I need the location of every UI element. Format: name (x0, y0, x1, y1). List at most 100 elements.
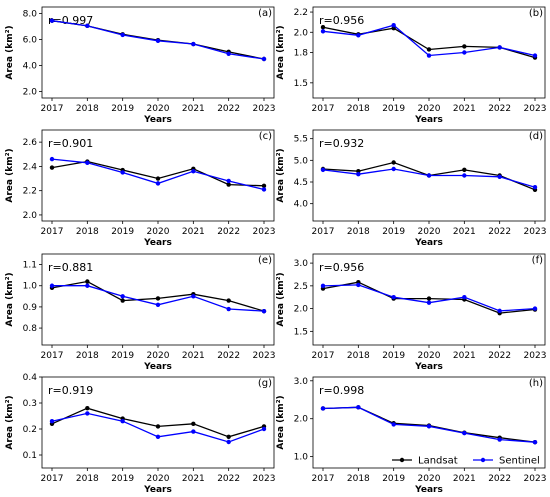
x-tick-label: 2021 (182, 351, 205, 361)
sentinel-point (391, 422, 396, 427)
x-tick-label: 2019 (382, 104, 405, 114)
x-axis-label: Years (414, 115, 443, 125)
sentinel-point (120, 419, 125, 424)
landsat-point (191, 421, 196, 426)
sentinel-series-line (322, 168, 536, 188)
landsat-point (226, 182, 231, 187)
sentinel-point (226, 178, 231, 184)
chart-panel-8: 2017 2018 2019 2020 2021 2022 2023 1.0 2.0 3.0 Yea… (276, 376, 547, 495)
x-axis-label: Years (414, 485, 443, 495)
y-axis-label: Area (km²) (276, 25, 286, 79)
y-tick-label: 2.0 (294, 305, 309, 315)
landsat-point (155, 176, 161, 181)
panel-label: (c) (259, 131, 272, 142)
x-tick-label: 2021 (182, 474, 205, 484)
x-tick-label: 2021 (453, 227, 476, 237)
sentinel-point (49, 419, 55, 424)
correlation-label: r=0.956 (319, 14, 364, 27)
x-tick-label: 2021 (453, 104, 476, 114)
y-tick-label: 2.5 (294, 282, 308, 292)
x-tick-label: 2017 (312, 227, 335, 237)
sentinel-point (261, 426, 267, 432)
x-tick-label: 2022 (217, 104, 240, 114)
x-tick-label: 2019 (382, 227, 405, 237)
sentinel-point (462, 173, 467, 178)
x-tick-label: 2018 (347, 351, 370, 361)
sentinel-point (532, 185, 538, 190)
y-tick-label: 1.8 (294, 49, 309, 59)
x-tick-label: 2020 (418, 227, 441, 237)
y-tick-label: 2.0 (23, 211, 38, 221)
landsat-point (320, 25, 326, 30)
x-tick-label: 2020 (147, 474, 170, 484)
sentinel-point (497, 308, 502, 314)
y-tick-label: 1.0 (23, 282, 38, 292)
sentinel-point (49, 283, 55, 288)
y-tick-label: 2.4 (23, 162, 38, 172)
y-tick-label: 2.0 (294, 415, 309, 425)
correlation-label: r=0.919 (48, 384, 93, 397)
panel-label: (f) (532, 255, 543, 266)
landsat-point (226, 298, 231, 303)
y-tick-label: 2.6 (23, 138, 38, 148)
x-tick-label: 2023 (524, 474, 547, 484)
y-tick-label: 1.5 (294, 327, 308, 337)
x-tick-label: 2018 (347, 474, 370, 484)
landsat-point (49, 165, 55, 170)
y-tick-label: 8.0 (23, 10, 38, 20)
x-tick-label: 2018 (76, 227, 99, 237)
landsat-point (391, 26, 396, 31)
landsat-point (155, 296, 161, 301)
y-axis-label: Area (km²) (276, 272, 286, 326)
landsat-series-line (51, 407, 265, 438)
sentinel-point (462, 295, 467, 300)
sentinel-point (120, 170, 125, 175)
x-tick-label: 2020 (418, 104, 441, 114)
landsat-point (462, 44, 467, 49)
panel-label: (b) (529, 8, 543, 19)
landsat-point (155, 424, 161, 429)
correlation-label: r=0.998 (319, 384, 364, 397)
x-tick-label: 2018 (76, 474, 99, 484)
sentinel-point (85, 411, 90, 416)
sentinel-point (191, 294, 196, 299)
x-tick-label: 2020 (147, 104, 170, 114)
x-tick-label: 2022 (217, 351, 240, 361)
sentinel-point (356, 282, 361, 288)
sentinel-point (85, 283, 90, 288)
sentinel-point (497, 45, 502, 50)
y-tick-label: 4.5 (294, 178, 308, 188)
y-axis-label: Area (km²) (5, 25, 15, 79)
y-tick-label: 3.0 (294, 377, 309, 387)
sentinel-point (155, 434, 161, 439)
sentinel-point (462, 50, 467, 55)
x-tick-label: 2018 (76, 351, 99, 361)
sentinel-point (49, 156, 55, 162)
x-tick-label: 2021 (182, 104, 205, 114)
sentinel-point (426, 173, 432, 178)
sentinel-point (320, 406, 326, 411)
y-tick-label: 0.8 (23, 324, 38, 334)
y-axis-label: Area (km²) (5, 272, 15, 326)
chart-panel-7: 2017 2018 2019 2020 2021 2022 2023 0.1 0.2 0.3 0.4… (5, 373, 275, 495)
x-tick-label: 2023 (524, 104, 547, 114)
chart-panel-3: 2017 2018 2019 2020 2021 2022 2023 2.0 2.2 2.4 2.6… (5, 129, 275, 248)
landsat-point (120, 298, 125, 303)
y-tick-label: 2.0 (294, 28, 309, 38)
sentinel-point (120, 294, 125, 299)
sentinel-point (155, 38, 161, 43)
x-tick-label: 2017 (41, 474, 64, 484)
chart-panel-4: 2017 2018 2019 2020 2021 2022 2023 4.0 4.5 5.0 5.5… (276, 129, 547, 248)
sentinel-point (49, 18, 55, 23)
landsat-point (261, 183, 267, 189)
y-tick-label: 0.3 (23, 399, 37, 409)
y-axis-label: Area (km²) (5, 395, 15, 449)
x-tick-label: 2022 (217, 227, 240, 237)
x-tick-label: 2018 (347, 104, 370, 114)
x-tick-label: 2018 (76, 104, 99, 114)
x-tick-label: 2023 (524, 227, 547, 237)
sentinel-point (226, 439, 231, 445)
sentinel-point (226, 51, 231, 56)
x-tick-label: 2019 (111, 227, 134, 237)
x-tick-label: 2020 (418, 474, 441, 484)
